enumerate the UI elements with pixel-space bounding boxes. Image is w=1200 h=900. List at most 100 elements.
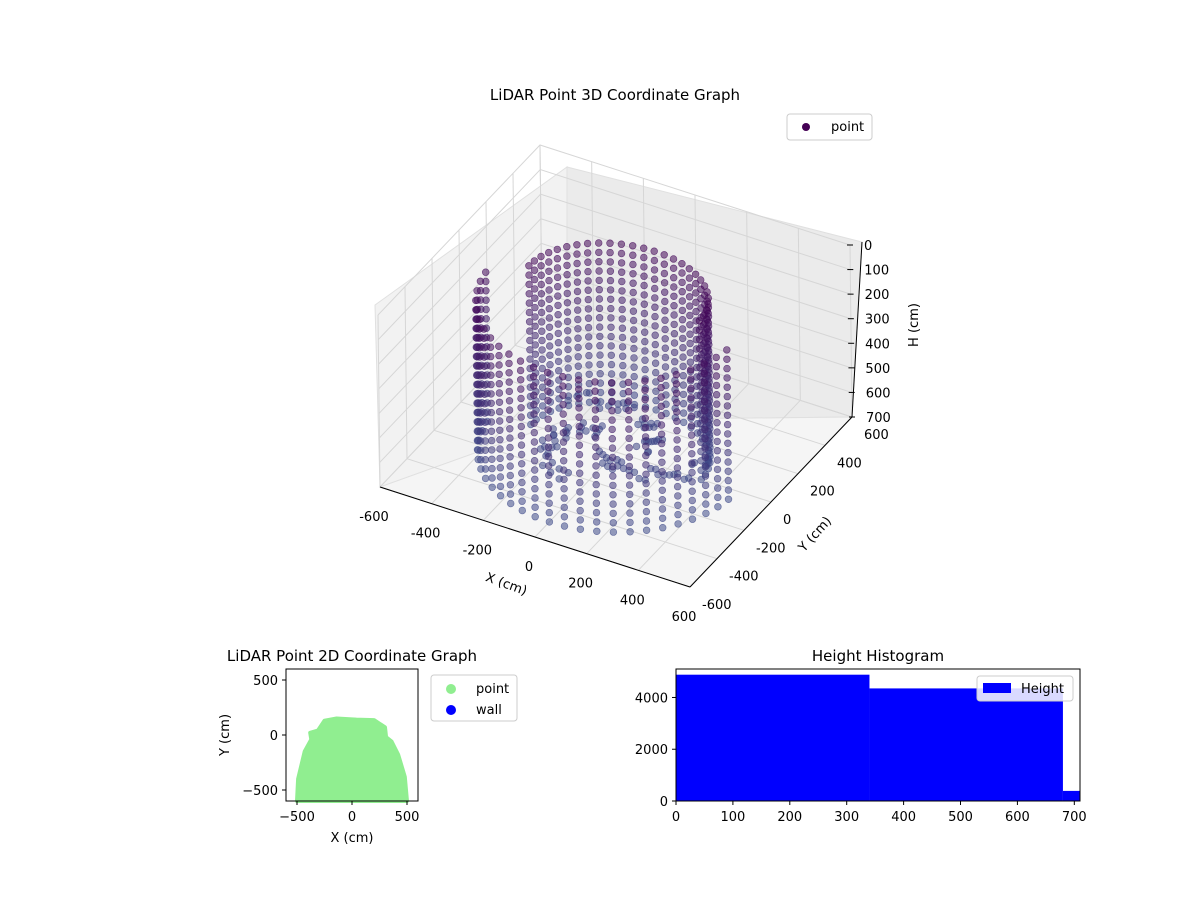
point-3d-429 <box>526 355 534 363</box>
point-3d-933 <box>545 518 554 526</box>
point-3d-971 <box>560 485 568 493</box>
point-3d-923 <box>608 463 617 471</box>
point-3d-17 <box>628 242 637 250</box>
point-3d-650 <box>723 346 731 354</box>
point-3d-640 <box>724 439 732 447</box>
point-3d-854 <box>642 470 650 478</box>
point-3d-837 <box>506 443 514 452</box>
point-3d-71 <box>650 247 658 255</box>
point-3d-96 <box>661 353 670 362</box>
point-3d-279 <box>553 264 562 272</box>
point-3d-930 <box>608 397 616 406</box>
chart-2d-plot-area <box>295 716 409 803</box>
point-3d-86 <box>606 267 615 275</box>
point-3d-134 <box>670 339 679 347</box>
grid-left-y-5 <box>512 173 516 346</box>
point-3d-436 <box>525 290 533 298</box>
point-3d-784 <box>673 482 682 491</box>
point-3d-352 <box>537 299 546 307</box>
point-3d-135 <box>670 330 679 338</box>
chart-3d-z-ticks: 0 100 200 300 400 500 600 700 <box>847 239 891 426</box>
point-3d-893 <box>625 425 633 433</box>
point-3d-355 <box>537 271 545 279</box>
point-3d-922 <box>609 472 617 480</box>
point-3d-680 <box>713 456 722 464</box>
point-3d-925 <box>608 444 617 452</box>
point-3d-818 <box>658 486 666 494</box>
point-3d-102 <box>661 297 669 306</box>
point-3d-343 <box>538 383 547 391</box>
point-3d-160 <box>583 249 592 257</box>
point-3d-10 <box>629 307 638 315</box>
point-3d-785 <box>673 473 682 481</box>
grid-h-3 <box>378 218 852 390</box>
point-3d-943 <box>544 424 552 433</box>
point-3d-802 <box>496 445 504 453</box>
y-tick-label-2d-0: −500 <box>242 784 278 799</box>
point-3d-917 <box>609 519 617 527</box>
point-3d-378 <box>703 288 711 296</box>
point-3d-808 <box>495 389 504 397</box>
point-3d-648 <box>723 364 731 373</box>
point-3d-984 <box>576 525 585 533</box>
chart-hist-title: Height Histogram <box>812 647 944 665</box>
point-3d-793 <box>672 398 681 407</box>
x-tick-label-3d-5: 400 <box>620 593 645 608</box>
point-3d-682 <box>713 437 721 446</box>
point-3d-639 <box>724 448 732 457</box>
point-3d-936 <box>545 490 553 498</box>
point-3d-192 <box>574 315 582 324</box>
point-3d-752 <box>688 459 696 467</box>
point-3d-838 <box>506 434 514 442</box>
point-3d-856 <box>642 451 650 460</box>
point-3d-113 <box>596 351 604 359</box>
point-3d-210 <box>686 358 695 366</box>
point-3d-778 <box>486 343 495 351</box>
point-3d-259 <box>692 307 700 316</box>
point-3d-318 <box>545 258 553 266</box>
point-3d-765 <box>488 464 496 473</box>
point-3d-760 <box>687 384 695 393</box>
point-3d-340 <box>539 411 547 419</box>
point-3d-868 <box>518 478 526 487</box>
point-3d-82 <box>607 304 615 313</box>
point-3d-766 <box>488 455 496 463</box>
point-3d-198 <box>573 259 581 268</box>
point-3d-777 <box>487 352 495 361</box>
point-3d-196 <box>573 278 582 286</box>
point-3d-653 <box>635 474 643 483</box>
point-3d-787 <box>673 454 681 463</box>
point-3d-755 <box>687 431 696 439</box>
point-3d-344 <box>538 374 547 382</box>
chart-hist: Height Histogram 0 100 200 300 400 500 600 7000… <box>635 647 1087 825</box>
point-3d-774 <box>487 380 495 389</box>
point-3d-156 <box>584 286 592 294</box>
point-3d-898 <box>624 378 633 387</box>
point-3d-819 <box>658 477 666 485</box>
point-3d-276 <box>554 292 562 300</box>
point-3d-281 <box>553 245 561 254</box>
point-3d-645 <box>723 392 731 401</box>
point-3d-98 <box>661 335 669 343</box>
point-3d-649 <box>723 355 731 363</box>
hist-bar-2 <box>1062 790 1080 801</box>
point-3d-833 <box>506 481 515 489</box>
point-3d-717 <box>701 463 710 471</box>
point-3d-397 <box>530 257 539 265</box>
point-3d-392 <box>531 303 539 312</box>
point-3d-855 <box>642 461 650 469</box>
point-3d-877 <box>517 394 525 403</box>
point-3d-921 <box>609 481 617 490</box>
point-3d-758 <box>687 403 695 411</box>
chart-hist-legend-label: Height <box>1021 682 1064 697</box>
point-3d-996 <box>575 413 583 421</box>
point-3d-80 <box>607 323 615 331</box>
point-3d-910 <box>530 410 538 418</box>
point-3d-743 <box>480 343 488 352</box>
point-3d-54 <box>652 406 660 414</box>
point-3d-964 <box>591 396 599 405</box>
point-3d-847 <box>505 350 513 358</box>
chart-3d-y-axis-line <box>689 416 853 588</box>
point-3d-78 <box>607 342 615 350</box>
point-3d-350 <box>537 318 546 326</box>
